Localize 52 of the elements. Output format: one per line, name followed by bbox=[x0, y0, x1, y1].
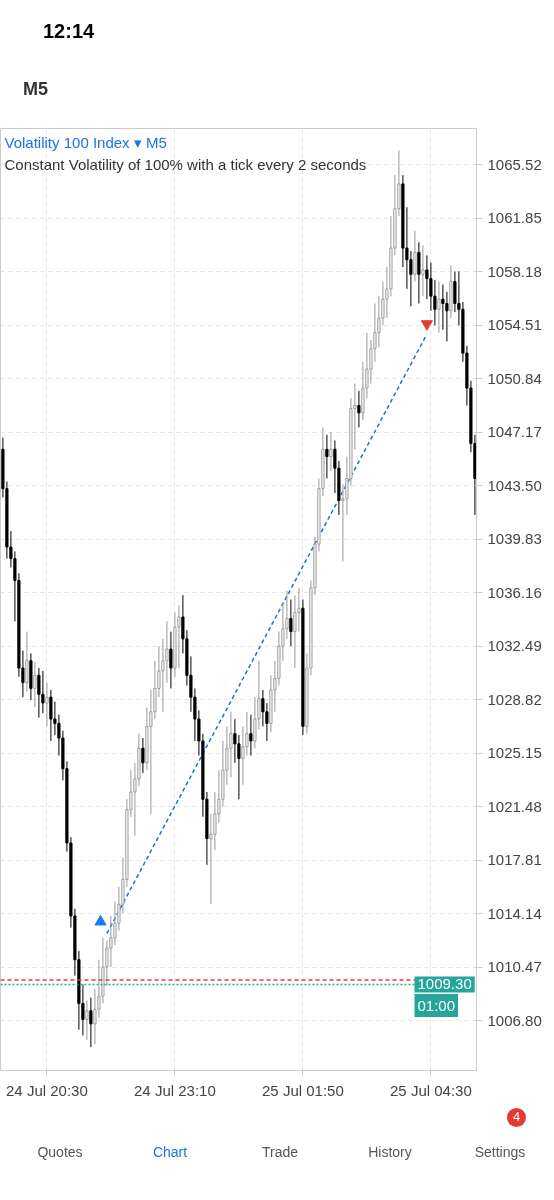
y-tick-label: 1050.84 bbox=[487, 369, 542, 387]
candlestick bbox=[249, 714, 253, 757]
text: Chart bbox=[151, 1143, 189, 1162]
text: 4 bbox=[507, 1108, 527, 1127]
y-tick-label: 1043.50 bbox=[487, 476, 542, 494]
ref-line-label: 1009.30 bbox=[417, 975, 472, 993]
candlestick bbox=[413, 230, 417, 283]
text: History bbox=[367, 1143, 413, 1162]
text: M5 bbox=[22, 78, 49, 102]
candlestick bbox=[33, 661, 37, 708]
candlestick bbox=[289, 599, 293, 647]
text: Constant Volatility of 100% with a tick every 2 seconds bbox=[4, 155, 367, 173]
text: Settings bbox=[474, 1144, 526, 1160]
candlestick bbox=[421, 244, 425, 297]
y-tick-label: 1065.52 bbox=[487, 155, 542, 173]
y-tick-label: 1017.81 bbox=[487, 851, 542, 869]
candlestick bbox=[45, 682, 49, 727]
y-tick-label: 1036.16 bbox=[487, 583, 542, 601]
x-tick-label: 24 Jul 20:30 bbox=[6, 1081, 88, 1099]
candlestick bbox=[89, 997, 93, 1048]
x-tick-label: 24 Jul 23:10 bbox=[134, 1081, 216, 1099]
y-tick-label: 1054.51 bbox=[487, 316, 542, 334]
candlestick bbox=[141, 737, 145, 774]
text: 12:14 bbox=[42, 18, 95, 44]
candlestick bbox=[25, 631, 29, 692]
y-tick-label: 1014.14 bbox=[487, 904, 542, 922]
y-tick-label: 1021.48 bbox=[487, 797, 542, 815]
candlestick bbox=[325, 434, 329, 479]
y-tick-label: 1010.47 bbox=[487, 958, 542, 976]
x-tick-label: 25 Jul 04:30 bbox=[390, 1081, 472, 1099]
y-tick-label: 1032.49 bbox=[487, 637, 542, 655]
candlestick bbox=[357, 390, 361, 428]
y-tick-label: 1006.80 bbox=[487, 1011, 542, 1029]
candlestick bbox=[417, 241, 421, 304]
annotation: 01:00 bbox=[417, 996, 456, 1014]
y-tick-label: 1025.15 bbox=[487, 744, 542, 762]
y-tick-label: 1028.82 bbox=[487, 690, 542, 708]
candlestick bbox=[37, 667, 41, 719]
y-tick-label: 1058.18 bbox=[487, 262, 542, 280]
text: Trade bbox=[260, 1143, 300, 1162]
candlestick bbox=[437, 281, 441, 334]
candlestick bbox=[329, 431, 333, 472]
candlestick bbox=[85, 1000, 89, 1041]
candlestick bbox=[169, 631, 173, 689]
y-tick-label: 1047.17 bbox=[487, 423, 542, 441]
candlestick bbox=[41, 670, 45, 714]
text: Quotes bbox=[36, 1143, 84, 1162]
y-tick-label: 1039.83 bbox=[487, 530, 542, 548]
candlestick bbox=[49, 689, 53, 742]
x-tick-label: 25 Jul 01:50 bbox=[262, 1081, 344, 1099]
chart-title: Volatility 100 Index ▾ M5 bbox=[4, 133, 167, 151]
y-tick-label: 1061.85 bbox=[487, 209, 542, 227]
